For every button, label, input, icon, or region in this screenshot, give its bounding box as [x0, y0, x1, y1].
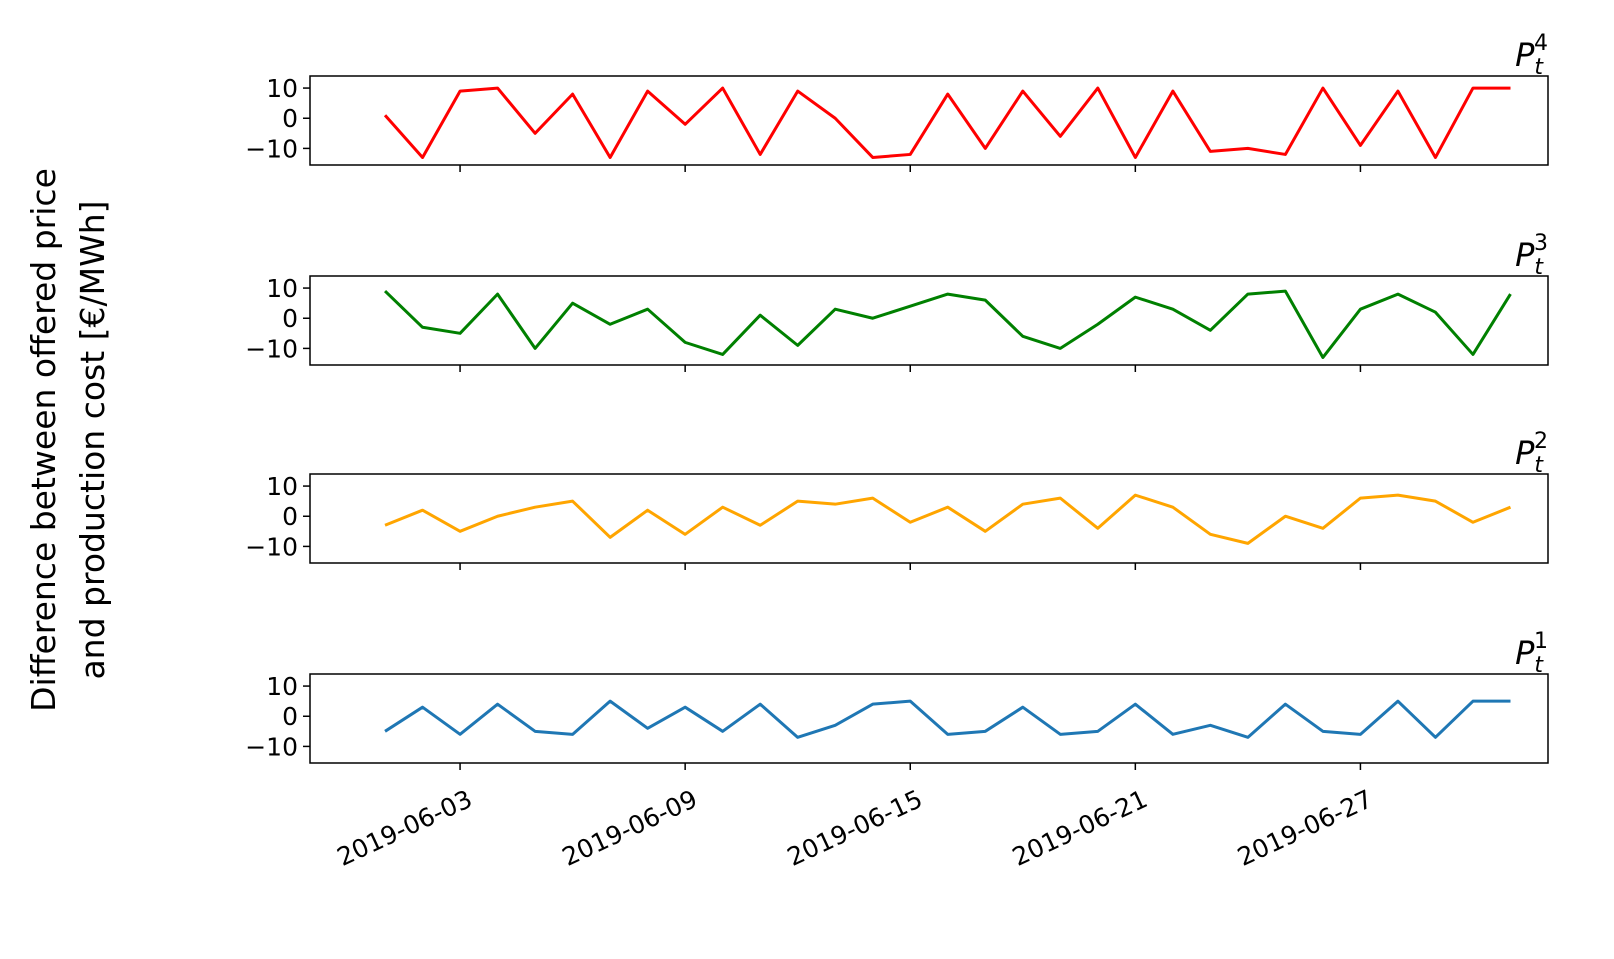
- x-tick-label: 2019-06-03: [333, 784, 477, 872]
- y-tick-label: −10: [245, 334, 298, 363]
- title-base: P: [1515, 36, 1535, 74]
- title-base: P: [1515, 434, 1535, 472]
- y-tick-label: 10: [266, 472, 298, 501]
- y-tick-label: −10: [245, 532, 298, 561]
- y-tick-label: 0: [282, 104, 298, 133]
- y-tick-label: 10: [266, 274, 298, 303]
- x-tick-label: 2019-06-21: [1008, 784, 1152, 872]
- y-tick-label: 10: [266, 672, 298, 701]
- panel-title: Pt1: [1515, 629, 1548, 678]
- plot-frame: [309, 75, 1549, 166]
- title-subscript: t: [1534, 653, 1544, 678]
- title-subscript: t: [1534, 453, 1544, 478]
- plot-frame: [309, 275, 1549, 366]
- data-line: [384, 699, 1511, 739]
- data-line: [383, 86, 1511, 159]
- title-superscript: 4: [1534, 31, 1548, 56]
- title-superscript: 2: [1534, 429, 1548, 454]
- y-tick-label: 0: [282, 702, 298, 731]
- y-axis-label: Difference between offered price: [24, 168, 63, 712]
- y-tick-label: 0: [282, 304, 298, 333]
- y-tick-label: 0: [282, 502, 298, 531]
- panel-title: Pt3: [1515, 231, 1548, 280]
- title-subscript: t: [1534, 255, 1544, 280]
- title-superscript: 3: [1534, 231, 1548, 256]
- title-base: P: [1515, 634, 1535, 672]
- data-line: [383, 289, 1512, 359]
- title-subscript: t: [1534, 55, 1544, 80]
- y-tick-label: −10: [245, 732, 298, 761]
- x-tick-label: 2019-06-09: [558, 784, 702, 872]
- title-superscript: 1: [1534, 629, 1548, 654]
- x-tick-label: 2019-06-27: [1233, 784, 1377, 872]
- panel-title: Pt2: [1515, 429, 1548, 478]
- x-tick-label: 2019-06-15: [783, 784, 927, 872]
- data-line: [384, 493, 1512, 545]
- title-base: P: [1515, 236, 1535, 274]
- plot-frame: [309, 473, 1549, 564]
- panel-title: Pt4: [1515, 31, 1548, 80]
- y-axis-label: and production cost [€/MWh]: [73, 200, 112, 679]
- y-tick-label: −10: [245, 134, 298, 163]
- plot-frame: [309, 673, 1549, 764]
- y-tick-label: 10: [266, 74, 298, 103]
